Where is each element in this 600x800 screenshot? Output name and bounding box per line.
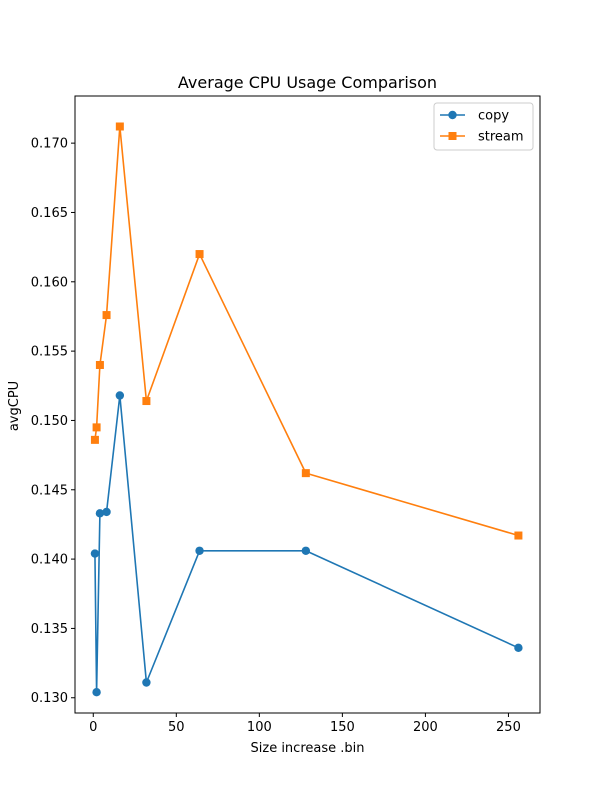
data-point-copy: [115, 391, 125, 400]
data-point-copy: [514, 643, 523, 653]
x-tick-label: 200: [413, 720, 438, 735]
series-line-copy: [94, 394, 519, 694]
data-point-copy: [90, 549, 100, 558]
y-axis-label: avgCPU: [7, 381, 22, 431]
legend: copy stream: [433, 102, 534, 151]
plot-frame: [74, 95, 541, 714]
data-point-stream: [95, 360, 104, 369]
data-point-stream: [195, 250, 204, 259]
plot-area: 0 50 100 150 200 250 0.130 0.135 0.140 0.145 0.150…: [31, 95, 541, 735]
legend-marker-stream: [448, 132, 457, 140]
y-tick-label: 0.150: [31, 414, 68, 429]
data-point-stream: [301, 469, 310, 478]
data-point-stream: [514, 531, 523, 540]
data-point-copy: [301, 546, 311, 555]
data-point-copy: [95, 509, 105, 518]
data-point-copy: [142, 678, 151, 687]
legend-label-stream: stream: [478, 130, 524, 145]
data-point-stream: [142, 397, 151, 406]
data-point-copy: [92, 688, 101, 697]
x-tick-label: 100: [247, 720, 272, 735]
data-point-stream: [92, 423, 101, 432]
data-point-copy: [102, 507, 111, 517]
data-point-copy: [195, 546, 204, 555]
chart-title: Average CPU Usage Comparison: [178, 73, 437, 92]
x-tick-label: 50: [168, 720, 185, 735]
x-axis-label: Size increase .bin: [251, 741, 365, 756]
x-tick-label: 250: [496, 720, 521, 735]
x-tick-label: 0: [89, 720, 97, 735]
data-point-stream: [90, 435, 99, 444]
y-tick-label: 0.155: [31, 345, 68, 360]
data-point-stream: [115, 122, 124, 131]
x-tick-label: 150: [330, 720, 355, 735]
y-tick-label: 0.170: [31, 137, 68, 152]
y-tick-label: 0.130: [31, 691, 68, 706]
y-tick-label: 0.135: [31, 622, 68, 637]
y-tick-label: 0.140: [31, 553, 68, 568]
y-tick-label: 0.145: [31, 483, 68, 498]
legend-marker-copy: [448, 110, 457, 120]
y-tick-label: 0.160: [31, 275, 68, 290]
y-tick-label: 0.165: [31, 206, 68, 221]
legend-label-copy: copy: [478, 109, 509, 124]
data-point-stream: [102, 311, 111, 320]
